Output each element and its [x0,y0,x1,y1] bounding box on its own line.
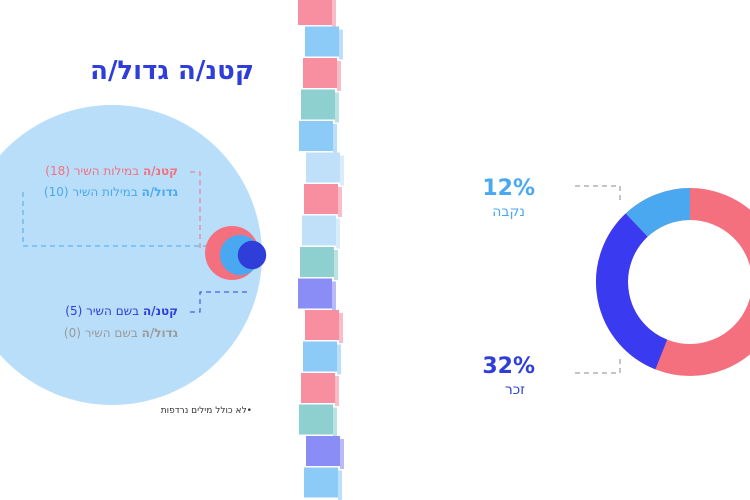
block [306,152,340,183]
block [301,89,335,120]
block [305,26,339,57]
bubble [237,240,267,270]
label-count: (0) [63,326,81,340]
segment-label: נקבה [492,204,525,220]
block-side [337,344,341,375]
block [300,247,334,277]
block-side [339,313,343,343]
block-side [332,281,336,312]
block-side [334,250,338,280]
block [304,467,338,498]
legend-label: קטנ/ה במילות השיר (18) [45,164,178,178]
donut-segment [596,213,668,370]
label-text: בשם השיר [82,304,143,318]
connector [190,171,201,250]
block [303,58,337,88]
block-column [298,0,344,500]
connectors [22,171,621,374]
block [302,215,336,246]
block-side [337,61,341,91]
block-side [340,439,344,469]
block [299,121,333,151]
connector [22,192,215,247]
block-side [336,218,340,249]
donut-segment [625,188,691,238]
block-side [333,124,337,154]
connector [575,355,621,374]
block [306,436,340,466]
label-bold: גדול/ה [141,326,178,340]
block [298,0,332,25]
block [303,341,337,372]
block-side [335,376,339,406]
label-text: בשם השיר [80,326,142,340]
connector [190,291,248,313]
label-count: (18) [45,164,70,178]
label-count: (5) [65,304,83,318]
label-bold: גדול/ה [141,185,178,199]
label-bold: קטנ/ה [142,164,178,178]
block-side [339,29,343,60]
block-side [335,92,339,123]
block-side [340,155,344,186]
percent-label: 32% [482,354,535,379]
segment-label: זכר [504,382,525,398]
block-side [332,0,336,28]
block [298,278,332,309]
legend-label: קטנ/ה בשם השיר (5) [65,304,178,318]
legend-label: גדול/ה בשם השיר (0) [64,326,178,340]
block [299,404,333,435]
legend-label: גדול/ה במילות השיר (10) [44,185,178,199]
block [301,373,335,403]
label-text: במילות השיר [68,185,142,199]
block-side [333,407,337,438]
block-side [338,187,342,217]
connector [575,185,621,200]
label-count: (10) [43,185,69,199]
background-circle [0,105,262,405]
footnote: •לא כולל מילים נרדפות [160,406,252,416]
percent-label: 12% [482,176,535,201]
block [304,184,338,214]
bubbles [205,226,267,280]
block [305,310,339,340]
label-bold: קטנ/ה [142,304,178,318]
block-side [338,470,342,500]
label-text: במילות השיר [69,164,143,178]
title: קטנ/ה גדול/ה [90,56,254,86]
donut [596,188,691,370]
